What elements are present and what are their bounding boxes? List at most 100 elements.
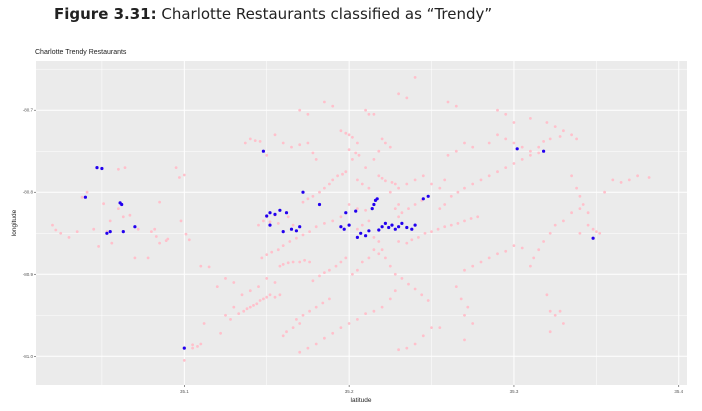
not-trendy-point (179, 219, 183, 223)
trendy-point (372, 202, 376, 207)
not-trendy-point (443, 225, 447, 229)
not-trendy-point (380, 176, 384, 180)
not-trendy-point (123, 166, 127, 170)
not-trendy-point (75, 230, 79, 234)
not-trendy-point (367, 219, 371, 223)
not-trendy-point (430, 326, 433, 329)
not-trendy-point (262, 219, 265, 223)
not-trendy-point (336, 174, 339, 178)
not-trendy-point (158, 200, 162, 204)
not-trendy-point (262, 297, 265, 301)
not-trendy-point (191, 346, 195, 350)
not-trendy-point (306, 141, 310, 145)
not-trendy-point (356, 318, 359, 321)
not-trendy-point (459, 297, 463, 301)
not-trendy-point (591, 227, 595, 231)
not-trendy-point (471, 145, 475, 149)
y-axis-label: longitude (11, 209, 18, 236)
figure-label: Figure 3.31: (54, 5, 157, 23)
y-tick-label: -80.9 (23, 272, 34, 277)
not-trendy-point (323, 186, 326, 190)
not-trendy-point (301, 313, 305, 317)
not-trendy-point (532, 256, 536, 260)
not-trendy-point (136, 227, 140, 231)
y-tick-label: -80.7 (23, 108, 34, 113)
not-trendy-point (443, 178, 447, 182)
not-trendy-point (578, 231, 582, 235)
x-axis-label: latitude (351, 397, 372, 404)
not-trendy-point (575, 137, 578, 141)
not-trendy-point (248, 137, 252, 141)
not-trendy-point (529, 117, 532, 120)
not-trendy-point (339, 129, 343, 133)
not-trendy-point (67, 236, 71, 239)
trendy-point (281, 230, 285, 234)
not-trendy-point (354, 151, 358, 155)
not-trendy-point (356, 141, 359, 145)
not-trendy-point (80, 195, 84, 199)
not-trendy-point (344, 131, 348, 135)
not-trendy-point (270, 250, 274, 254)
not-trendy-point (393, 289, 397, 293)
not-trendy-point (291, 260, 295, 264)
not-trendy-point (306, 197, 310, 201)
trendy-point (410, 227, 414, 231)
not-trendy-point (413, 76, 417, 79)
trendy-point (294, 229, 298, 233)
not-trendy-point (529, 153, 532, 157)
not-trendy-point (273, 281, 277, 284)
not-trendy-point (636, 174, 639, 178)
not-trendy-point (281, 334, 285, 338)
not-trendy-point (393, 272, 397, 276)
trendy-point (347, 223, 351, 227)
not-trendy-point (240, 293, 244, 297)
not-trendy-point (463, 313, 466, 317)
not-trendy-point (407, 282, 410, 286)
not-trendy-point (224, 277, 227, 280)
trendy-point (393, 227, 397, 231)
not-trendy-point (463, 141, 466, 145)
not-trendy-point (252, 304, 255, 307)
not-trendy-point (360, 182, 364, 186)
trendy-point (284, 211, 289, 215)
not-trendy-point (390, 181, 394, 184)
not-trendy-point (364, 312, 367, 315)
not-trendy-point (388, 297, 392, 301)
not-trendy-point (471, 322, 475, 325)
chart-title: Charlotte Trendy Restaurants (35, 49, 127, 56)
trendy-point (375, 197, 379, 201)
not-trendy-point (59, 231, 63, 235)
not-trendy-point (504, 166, 508, 170)
not-trendy-point (619, 181, 623, 184)
not-trendy-point (384, 256, 387, 260)
not-trendy-point (347, 322, 351, 325)
not-trendy-point (258, 299, 262, 302)
not-trendy-point (449, 194, 453, 198)
not-trendy-point (51, 223, 54, 227)
trendy-point (273, 212, 277, 216)
not-trendy-point (578, 194, 582, 198)
not-trendy-point (341, 172, 344, 176)
not-trendy-point (182, 173, 186, 177)
not-trendy-point (575, 186, 578, 190)
not-trendy-point (377, 252, 381, 256)
not-trendy-point (463, 338, 466, 342)
not-trendy-point (443, 203, 447, 206)
not-trendy-point (388, 190, 392, 194)
not-trendy-point (570, 211, 573, 215)
not-trendy-point (384, 141, 387, 145)
not-trendy-point (255, 302, 259, 306)
not-trendy-point (463, 186, 466, 190)
not-trendy-point (314, 342, 318, 346)
not-trendy-point (377, 149, 381, 153)
not-trendy-point (331, 178, 335, 182)
not-trendy-point (339, 260, 343, 264)
not-trendy-point (496, 108, 499, 112)
not-trendy-point (184, 232, 188, 236)
not-trendy-point (364, 166, 367, 170)
not-trendy-point (347, 133, 351, 137)
not-trendy-point (438, 326, 442, 329)
figure-caption: Figure 3.31: Charlotte Restaurants class… (54, 5, 492, 23)
trendy-point (301, 190, 305, 194)
not-trendy-point (504, 137, 508, 141)
